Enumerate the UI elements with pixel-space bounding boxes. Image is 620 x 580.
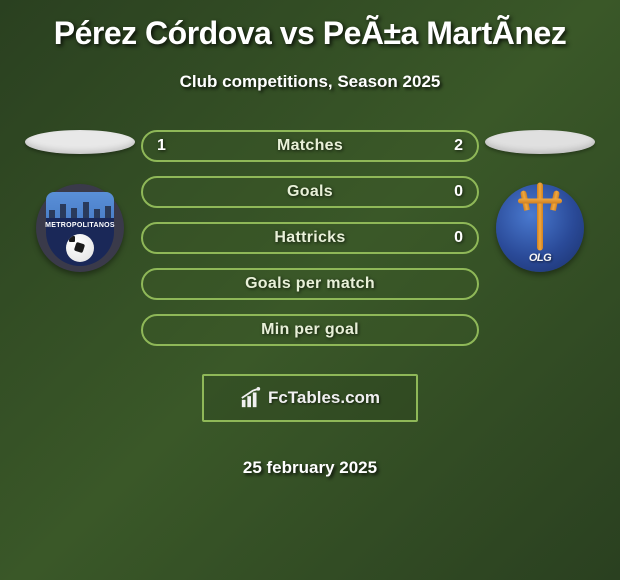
left-column: METROPOLITANOS xyxy=(25,130,135,272)
stat-right-value: 0 xyxy=(454,183,463,201)
page-title: Pérez Córdova vs PeÃ±a MartÃ­nez xyxy=(0,15,620,52)
soccer-ball-icon xyxy=(66,234,94,262)
stat-row-min-per-goal: Min per goal xyxy=(141,314,479,346)
stat-left-value: 1 xyxy=(157,137,166,155)
right-player-ellipse xyxy=(485,130,595,154)
stat-right-value: 2 xyxy=(454,137,463,155)
subtitle: Club competitions, Season 2025 xyxy=(0,72,620,92)
trident-icon xyxy=(537,201,543,251)
stat-label: Goals per match xyxy=(143,275,477,293)
stat-right-value: 0 xyxy=(454,229,463,247)
left-club-badge: METROPOLITANOS xyxy=(36,184,124,272)
right-club-name: OLG xyxy=(529,252,551,264)
brand-box[interactable]: FcTables.com xyxy=(202,374,418,422)
brand-chart-icon xyxy=(240,387,262,409)
stat-row-goals-per-match: Goals per match xyxy=(141,268,479,300)
main-row: METROPOLITANOS 1 Matches 2 Goals 0 Ha xyxy=(0,130,620,478)
right-club-badge: OLG xyxy=(496,184,584,272)
stat-label: Goals xyxy=(143,183,477,201)
date: 25 february 2025 xyxy=(141,458,479,478)
stats-column: 1 Matches 2 Goals 0 Hattricks 0 Goals pe… xyxy=(135,130,485,478)
right-column: OLG xyxy=(485,130,595,272)
stat-label: Hattricks xyxy=(143,229,477,247)
stat-label: Min per goal xyxy=(143,321,477,339)
stat-row-goals: Goals 0 xyxy=(141,176,479,208)
stat-row-matches: 1 Matches 2 xyxy=(141,130,479,162)
shield-icon: METROPOLITANOS xyxy=(46,192,114,264)
stat-row-hattricks: Hattricks 0 xyxy=(141,222,479,254)
brand-label: FcTables.com xyxy=(268,388,380,408)
left-player-ellipse xyxy=(25,130,135,154)
stat-label: Matches xyxy=(143,137,477,155)
